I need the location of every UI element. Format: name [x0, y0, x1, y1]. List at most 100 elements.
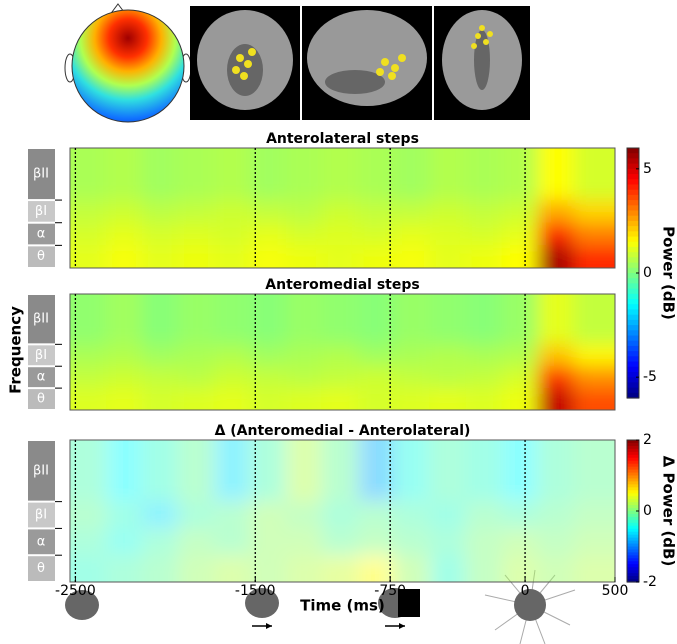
colorbar-swatch: [627, 336, 639, 342]
colorbar-swatch: [627, 330, 639, 336]
colorbar-swatch: [627, 257, 639, 263]
cell: [106, 223, 142, 246]
cell: [430, 200, 466, 223]
colorbar-swatch: [627, 169, 639, 175]
cell: [106, 555, 142, 602]
cell: [430, 366, 466, 388]
cell: [538, 128, 574, 200]
cells: [40, 420, 670, 602]
cell: [358, 366, 394, 388]
cell: [106, 344, 142, 366]
colorbar-swatch: [627, 226, 639, 232]
cell: [394, 528, 430, 555]
cell: [178, 528, 214, 555]
x-axis-label: Time (ms): [300, 597, 385, 615]
cell: [466, 388, 502, 430]
cell: [286, 528, 322, 555]
cell: [394, 200, 430, 223]
colorbar-swatch: [627, 377, 639, 383]
colorbar-swatch: [627, 341, 639, 347]
x-tick-label: -2500: [55, 583, 96, 599]
y-axis-label: Frequency: [7, 306, 25, 394]
colorbar-label: Power (dB): [660, 226, 677, 320]
cell: [574, 274, 670, 344]
cell: [574, 223, 670, 246]
cell: [466, 344, 502, 366]
cell: [466, 528, 502, 555]
cell: [430, 223, 466, 246]
topomap: [65, 4, 191, 122]
cell: [574, 245, 670, 288]
cell: [574, 420, 670, 502]
colorbar-swatch: [627, 351, 639, 357]
colorbar-swatch: [627, 299, 639, 305]
cell: [214, 274, 250, 344]
cell: [394, 502, 430, 529]
cell: [142, 274, 178, 344]
cell: [286, 366, 322, 388]
colorbar-swatch: [627, 346, 639, 352]
cell: [358, 200, 394, 223]
colorbar-swatch: [627, 242, 639, 248]
cell: [574, 200, 670, 223]
x-tick-label: 0: [521, 583, 530, 599]
cell: [538, 502, 574, 529]
cell: [538, 420, 574, 502]
cell: [142, 528, 178, 555]
cell: [394, 366, 430, 388]
band-label: θ: [37, 392, 45, 407]
colorbar-swatch: [627, 283, 639, 289]
cell: [142, 366, 178, 388]
colorbar-swatch: [627, 190, 639, 196]
cell: [106, 388, 142, 430]
cell: [574, 128, 670, 200]
cell: [178, 502, 214, 529]
cell: [538, 555, 574, 602]
cell: [214, 528, 250, 555]
cell: [214, 245, 250, 288]
cell: [142, 502, 178, 529]
cell: [430, 528, 466, 555]
colorbar-swatch: [627, 315, 639, 321]
colorbar-swatch: [627, 367, 639, 373]
band-label: βII: [33, 167, 49, 182]
cell: [502, 502, 538, 529]
cell: [430, 128, 466, 200]
cell: [466, 223, 502, 246]
colorbar-swatch: [627, 325, 639, 331]
colorbar-swatch: [627, 148, 639, 154]
cell: [106, 200, 142, 223]
cell: [214, 200, 250, 223]
panel-title: Anteromedial steps: [265, 277, 419, 293]
cell: [538, 388, 574, 430]
cell: [106, 502, 142, 529]
cell: [574, 388, 670, 430]
colorbar-tick-label: 0: [643, 265, 652, 281]
cell: [322, 502, 358, 529]
colorbar-swatch: [627, 158, 639, 164]
cell: [502, 388, 538, 430]
cell: [430, 555, 466, 602]
cell: [538, 245, 574, 288]
cell: [142, 555, 178, 602]
cell: [178, 274, 214, 344]
cell: [574, 528, 670, 555]
cell: [322, 366, 358, 388]
cell: [430, 502, 466, 529]
band-label: α: [37, 534, 46, 549]
cell: [142, 344, 178, 366]
cell: [538, 223, 574, 246]
cell: [142, 245, 178, 288]
cell: [214, 502, 250, 529]
cell: [250, 200, 286, 223]
cell: [106, 420, 142, 502]
colorbar-swatch: [627, 289, 639, 295]
cell: [178, 223, 214, 246]
cell: [538, 274, 574, 344]
colorbar-swatch: [627, 263, 639, 269]
colorbar-swatch: [627, 278, 639, 284]
colorbar-swatch: [627, 247, 639, 253]
cell: [286, 502, 322, 529]
colorbar-swatch: [627, 174, 639, 180]
cell: [538, 366, 574, 388]
